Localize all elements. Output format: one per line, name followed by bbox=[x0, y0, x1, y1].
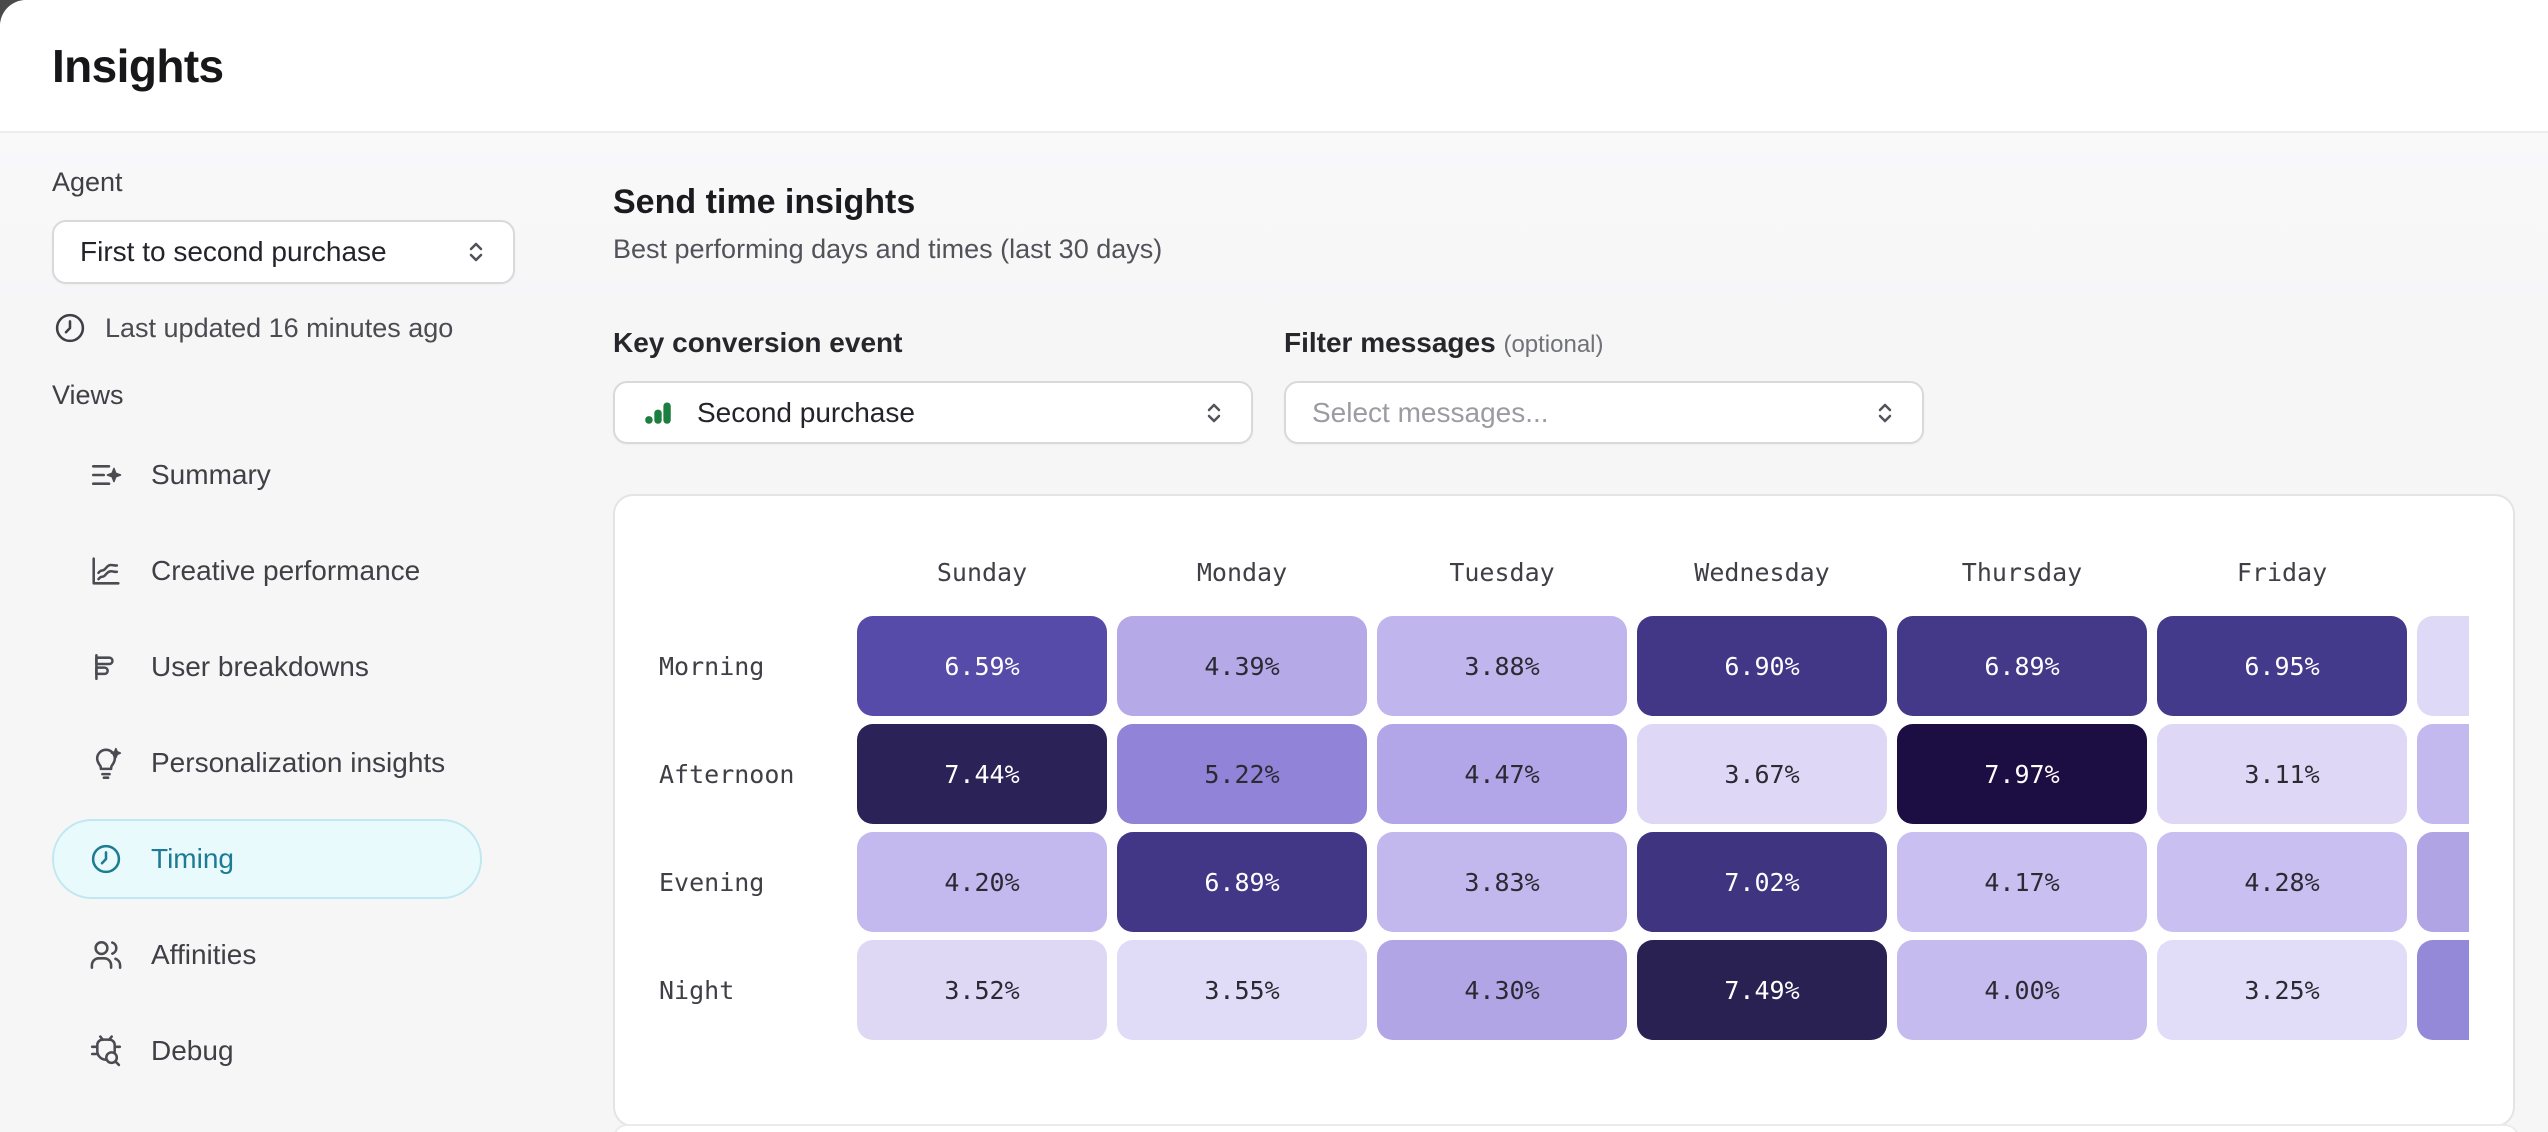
heatmap-cell: 3.25% bbox=[2157, 940, 2407, 1040]
heatmap-cell: 3.52% bbox=[857, 940, 1107, 1040]
page-title: Insights bbox=[52, 39, 224, 92]
summary-sparkle-icon bbox=[88, 457, 124, 493]
heatmap-cell: 3.55% bbox=[1117, 940, 1367, 1040]
heatmap-cell: 4.17% bbox=[1897, 832, 2147, 932]
section-subtitle: Best performing days and times (last 30 … bbox=[613, 234, 1163, 264]
sidebar-item-label: Summary bbox=[151, 459, 271, 490]
line-chart-icon bbox=[88, 553, 124, 589]
filter-select-placeholder: Select messages... bbox=[1312, 396, 1549, 428]
sidebar-item-timing[interactable]: Timing bbox=[52, 819, 482, 899]
last-updated: Last updated 16 minutes ago bbox=[52, 310, 522, 346]
sidebar-item-label: Affinities bbox=[151, 939, 257, 970]
clock-icon bbox=[52, 310, 88, 346]
heatmap-row: Night 3.52% 3.55% 4.30% 7.49% 4.00% 3.25% bbox=[659, 940, 2469, 1040]
heatmap-cell: 3.88% bbox=[1377, 616, 1627, 716]
main-content: Send time insights Best performing days … bbox=[613, 133, 2515, 1127]
day-header: Wednesday bbox=[1694, 557, 1830, 587]
next-card-peek bbox=[613, 1124, 2519, 1132]
heatmap-cell: 3.83% bbox=[1377, 832, 1627, 932]
filter-column: Filter messages (optional) Select messag… bbox=[1284, 327, 1924, 444]
heatmap-card: Sunday Monday Tuesday Wednesday Thursday Frid… bbox=[613, 494, 2515, 1127]
agent-label: Agent bbox=[52, 167, 123, 197]
day-header: Sunday bbox=[936, 557, 1028, 587]
heatmap-header-row: Sunday Monday Tuesday Wednesday Thursday Frid… bbox=[659, 552, 2469, 592]
sidebar-item-label: User breakdowns bbox=[151, 651, 369, 682]
heatmap-cell: 7.02% bbox=[1637, 832, 1887, 932]
time-of-day-label: Evening bbox=[659, 867, 765, 897]
chevron-updown-icon bbox=[461, 237, 491, 267]
heatmap-cell: 7.44% bbox=[857, 724, 1107, 824]
agent-select-value: First to second purchase bbox=[80, 236, 387, 267]
chevron-updown-icon bbox=[1870, 398, 1900, 428]
heatmap-cell: 3.11% bbox=[2157, 724, 2407, 824]
section-title: Send time insights bbox=[613, 183, 916, 221]
time-of-day-label: Night bbox=[659, 975, 735, 1005]
heatmap-cell: 7.97% bbox=[1897, 724, 2147, 824]
green-bars-icon bbox=[641, 396, 675, 430]
users-icon bbox=[88, 937, 124, 973]
heatmap-cell-clipped bbox=[2417, 616, 2469, 716]
last-updated-text: Last updated 16 minutes ago bbox=[105, 312, 454, 343]
sidebar-item-label: Creative performance bbox=[151, 555, 421, 586]
lightbulb-sparkle-icon bbox=[88, 745, 124, 781]
key-event-select[interactable]: Second purchase bbox=[613, 381, 1253, 444]
views-nav: Summary Creative performance User breakdow… bbox=[52, 435, 522, 1091]
sidebar-item-summary[interactable]: Summary bbox=[52, 435, 482, 515]
key-event-select-value: Second purchase bbox=[697, 396, 915, 428]
chevron-updown-icon bbox=[1199, 398, 1229, 428]
send-time-heatmap: Sunday Monday Tuesday Wednesday Thursday Frid… bbox=[659, 540, 2469, 1048]
heatmap-cell-clipped bbox=[2417, 724, 2469, 824]
views-label: Views bbox=[52, 380, 124, 410]
key-event-label: Key conversion event bbox=[613, 327, 903, 358]
sidebar-item-label: Timing bbox=[151, 843, 234, 874]
page-header: Insights bbox=[0, 0, 2548, 133]
heatmap-cell: 4.20% bbox=[857, 832, 1107, 932]
sidebar-item-debug[interactable]: Debug bbox=[52, 1011, 482, 1091]
heatmap-cell: 4.30% bbox=[1377, 940, 1627, 1040]
heatmap-row: Evening 4.20% 6.89% 3.83% 7.02% 4.17% 4.28% bbox=[659, 832, 2469, 932]
day-header: Thursday bbox=[1961, 557, 2083, 587]
bug-search-icon bbox=[88, 1033, 124, 1069]
heatmap-cell: 3.67% bbox=[1637, 724, 1887, 824]
heatmap-cell: 5.22% bbox=[1117, 724, 1367, 824]
heatmap-cell: 7.49% bbox=[1637, 940, 1887, 1040]
heatmap-cell: 6.89% bbox=[1117, 832, 1367, 932]
heatmap-cell-clipped bbox=[2417, 940, 2469, 1040]
filter-label-optional: (optional) bbox=[1503, 331, 1604, 358]
heatmap-cell: 4.00% bbox=[1897, 940, 2147, 1040]
heatmap-cell: 6.95% bbox=[2157, 616, 2407, 716]
time-of-day-label: Morning bbox=[659, 651, 765, 681]
day-header: Monday bbox=[1196, 557, 1288, 587]
heatmap-cell: 4.28% bbox=[2157, 832, 2407, 932]
controls-row: Key conversion event Second purchase Fil… bbox=[613, 327, 2515, 444]
heatmap-row: Morning 6.59% 4.39% 3.88% 6.90% 6.89% 6.95% bbox=[659, 616, 2469, 716]
sidebar-item-label: Debug bbox=[151, 1035, 234, 1066]
sidebar-item-user-breakdowns[interactable]: User breakdowns bbox=[52, 627, 482, 707]
heatmap-cell: 6.90% bbox=[1637, 616, 1887, 716]
heatmap-cell: 6.89% bbox=[1897, 616, 2147, 716]
filter-messages-select[interactable]: Select messages... bbox=[1284, 381, 1924, 444]
heatmap-cell-clipped bbox=[2417, 832, 2469, 932]
key-event-column: Key conversion event Second purchase bbox=[613, 327, 1253, 444]
heatmap-cell: 6.59% bbox=[857, 616, 1107, 716]
day-header: Tuesday bbox=[1449, 557, 1555, 587]
sidebar-item-personalization-insights[interactable]: Personalization insights bbox=[52, 723, 482, 803]
heatmap-row: Afternoon 7.44% 5.22% 4.47% 3.67% 7.97% 3.11% bbox=[659, 724, 2469, 824]
sidebar: Agent First to second purchase Last upda… bbox=[52, 133, 522, 1107]
sidebar-item-creative-performance[interactable]: Creative performance bbox=[52, 531, 482, 611]
heatmap-cell: 4.47% bbox=[1377, 724, 1627, 824]
agent-select[interactable]: First to second purchase bbox=[52, 220, 515, 284]
horizontal-bars-icon bbox=[88, 649, 124, 685]
clock-icon bbox=[88, 841, 124, 877]
heatmap-cell: 4.39% bbox=[1117, 616, 1367, 716]
sidebar-item-label: Personalization insights bbox=[151, 747, 446, 778]
day-header: Friday bbox=[2236, 557, 2328, 587]
sidebar-item-affinities[interactable]: Affinities bbox=[52, 915, 482, 995]
filter-label: Filter messages (optional) bbox=[1284, 327, 1604, 358]
time-of-day-label: Afternoon bbox=[659, 759, 795, 789]
